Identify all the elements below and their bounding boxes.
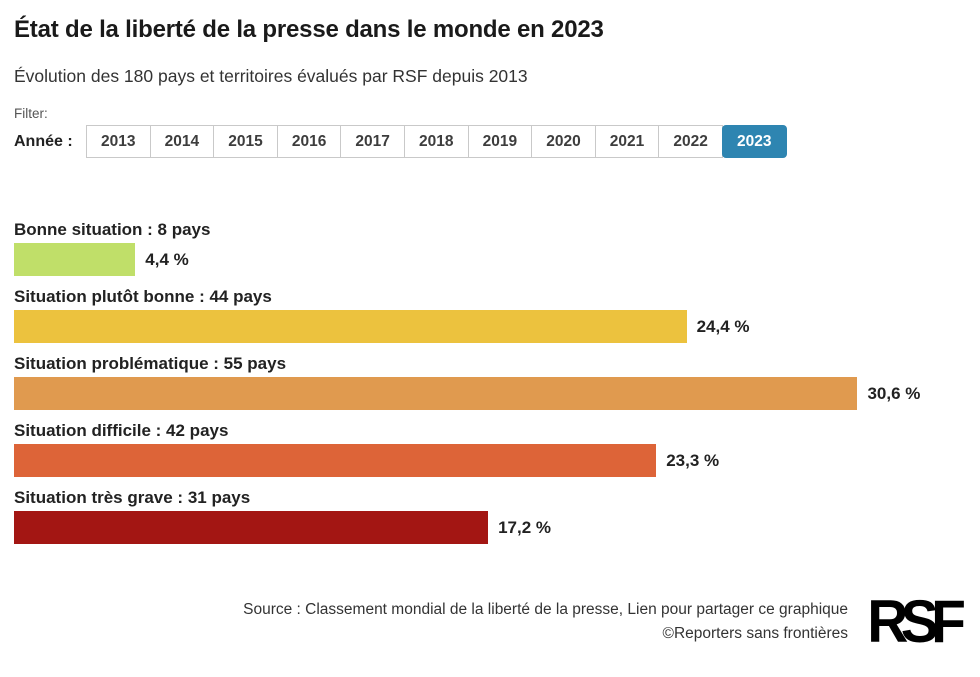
year-button-2018[interactable]: 2018	[403, 125, 469, 158]
chart-row-4: Situation très grave : 31 pays 17,2 %	[14, 488, 966, 544]
footer-source-line: Source : Classement mondial de la libert…	[243, 598, 848, 622]
chart-row-1: Situation plutôt bonne : 44 pays 24,4 %	[14, 287, 966, 343]
share-link[interactable]: Lien pour partager ce graphique	[627, 601, 848, 618]
year-button-2019[interactable]: 2019	[467, 125, 533, 158]
bar-segment[interactable]	[14, 243, 136, 276]
bar-label: Situation difficile : 42 pays	[14, 421, 229, 440]
bar-track: 17,2 %	[14, 511, 966, 544]
chart-row-0: Bonne situation : 8 pays 4,4 %	[14, 220, 966, 276]
bar-value: 23,3 %	[666, 450, 720, 470]
year-button-2014[interactable]: 2014	[149, 125, 215, 158]
page-title: État de la liberté de la presse dans le …	[14, 16, 604, 43]
year-buttons: 2013 2014 2015 2016 2017 2018 2019 2020 2021 2022…	[86, 125, 787, 158]
year-button-2016[interactable]: 2016	[276, 125, 342, 158]
bar-value: 24,4 %	[696, 316, 750, 336]
filter-label: Filter:	[14, 106, 48, 121]
bar-track: 30,6 %	[14, 377, 966, 410]
year-button-2017[interactable]: 2017	[340, 125, 405, 158]
bar-track: 4,4 %	[14, 243, 966, 276]
source-text: Source : Classement mondial de la libert…	[243, 601, 628, 618]
chart-row-3: Situation difficile : 42 pays 23,3 %	[14, 421, 966, 477]
bar-segment[interactable]	[14, 444, 657, 477]
year-button-2020[interactable]: 2020	[531, 125, 596, 158]
year-filter-label: Année :	[14, 132, 73, 150]
year-button-2021[interactable]: 2021	[594, 125, 660, 158]
rsf-logo: RSF	[867, 588, 966, 655]
year-button-2013[interactable]: 2013	[86, 125, 151, 158]
bar-value: 17,2 %	[498, 517, 552, 537]
year-button-2015[interactable]: 2015	[213, 125, 278, 158]
bar-label: Situation problématique : 55 pays	[14, 354, 287, 373]
footer-text: Source : Classement mondial de la libert…	[243, 598, 848, 646]
bar-segment[interactable]	[14, 511, 489, 544]
year-button-2023[interactable]: 2023	[721, 125, 787, 158]
bar-segment[interactable]	[14, 310, 687, 343]
page-subtitle: Évolution des 180 pays et territoires év…	[14, 66, 528, 86]
bar-track: 23,3 %	[14, 444, 966, 477]
copyright-text: ©Reporters sans frontières	[662, 625, 848, 642]
footer: Source : Classement mondial de la libert…	[14, 588, 966, 655]
bar-value: 30,6 %	[867, 383, 921, 403]
year-filter: Année : 2013 2014 2015 2016 2017 2018 2019 2020…	[14, 125, 966, 158]
bar-label: Situation plutôt bonne : 44 pays	[14, 287, 272, 306]
bar-label: Bonne situation : 8 pays	[14, 220, 211, 239]
year-button-2022[interactable]: 2022	[658, 125, 723, 158]
bar-value: 4,4 %	[145, 249, 189, 269]
bar-chart: Bonne situation : 8 pays 4,4 % Situation p…	[14, 220, 966, 544]
chart-row-2: Situation problématique : 55 pays 30,6 %	[14, 354, 966, 410]
bar-segment[interactable]	[14, 377, 858, 410]
bar-label: Situation très grave : 31 pays	[14, 488, 251, 507]
bar-track: 24,4 %	[14, 310, 966, 343]
